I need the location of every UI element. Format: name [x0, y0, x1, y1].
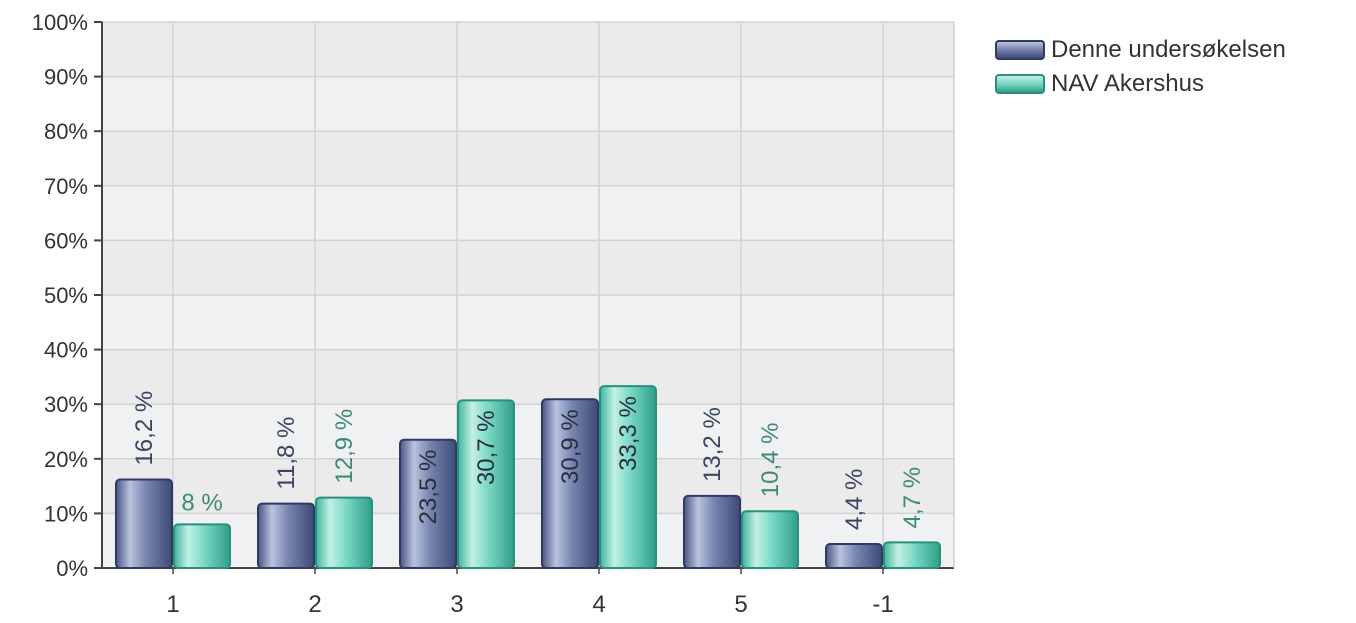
legend-item-series-2: NAV Akershus [995, 70, 1286, 98]
data-label: 11,8 % [273, 417, 300, 490]
data-label: 30,9 % [557, 409, 584, 484]
y-tick-label: 10% [44, 501, 88, 526]
data-label: 10,4 % [757, 422, 784, 497]
x-tick-label: 4 [592, 591, 605, 618]
y-tick-label: 50% [44, 283, 88, 308]
data-label: 4,7 % [899, 467, 926, 528]
y-tick-label: 20% [44, 447, 88, 472]
plot-band [102, 185, 954, 241]
plot-band [102, 76, 954, 132]
bars [115, 385, 941, 570]
y-tick-label: 80% [44, 119, 88, 144]
data-label: 12,9 % [331, 409, 358, 484]
data-label: 33,3 % [615, 396, 642, 471]
legend-label-series-1: Denne undersøkelsen [1051, 36, 1286, 63]
y-tick-label: 100% [32, 10, 88, 35]
bar-series-2-cat-3 [457, 399, 515, 569]
x-tick-label: 2 [308, 591, 321, 618]
plot-band [102, 513, 954, 568]
data-label: 30,7 % [473, 410, 500, 485]
data-label: 8 % [181, 489, 222, 516]
bar-series-2-cat-2 [315, 496, 373, 570]
x-tick-label: -1 [872, 591, 893, 618]
bar-series-1-cat-4 [541, 398, 599, 570]
y-tick-label: 0% [56, 556, 88, 581]
x-tick-label: 1 [166, 591, 179, 618]
y-tick-label: 40% [44, 338, 88, 363]
y-tick-label: 60% [44, 228, 88, 253]
x-tick-label: 3 [450, 591, 463, 618]
bar-series-1-cat-3 [399, 438, 457, 569]
axes [94, 21, 955, 574]
plot-band [102, 295, 954, 350]
bar-series-1-cat-1 [115, 478, 173, 570]
bar-series-2-cat-5 [741, 510, 799, 570]
y-tick-label: 30% [44, 392, 88, 417]
bar-series-2-cat-4 [599, 385, 657, 569]
plot-band [102, 404, 954, 459]
bar-series-1-cat-5 [683, 494, 741, 570]
bar-series-1-cat--1 [825, 542, 883, 570]
y-tick-label: 70% [44, 174, 88, 199]
y-axis-tick-labels: 0% 10% 20% 30% 40% 50% 60% 70% 80% 90% 100% [32, 10, 88, 581]
bar-series-2-cat--1 [883, 541, 941, 570]
data-label: 13,2 % [699, 407, 726, 482]
data-label: 4,4 % [841, 469, 868, 530]
legend-swatch-series-1 [995, 40, 1045, 60]
data-label: 23,5 % [415, 450, 442, 525]
bar-series-2-cat-1 [173, 523, 231, 570]
data-label: 16,2 % [131, 391, 158, 466]
data-labels: 16,2 % 11,8 % 23,5 % 30,9 % 13,2 % 4,4 % 8 % 12… [131, 391, 926, 530]
legend-item-series-1: Denne undersøkelsen [995, 36, 1286, 64]
x-axis-tick-labels: 1 2 3 4 5 -1 [166, 591, 893, 618]
bar-series-1-cat-2 [257, 502, 315, 569]
x-tick-label: 5 [734, 591, 747, 618]
legend-swatch-series-2 [995, 74, 1045, 94]
y-tick-label: 90% [44, 65, 88, 90]
legend: Denne undersøkelsen NAV Akershus [995, 36, 1286, 104]
legend-label-series-2: NAV Akershus [1051, 70, 1204, 97]
